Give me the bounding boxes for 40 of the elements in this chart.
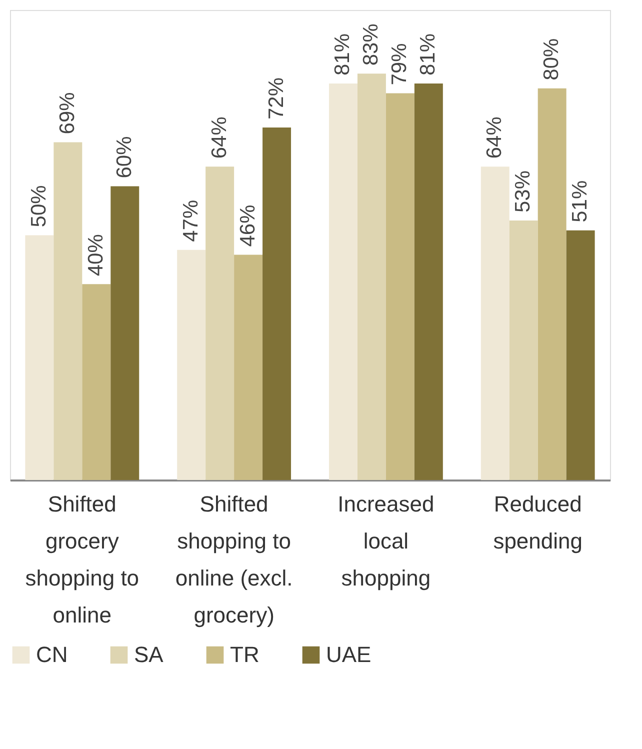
x-tick-label: Shifted grocery shopping to online	[25, 492, 140, 628]
data-label: 64%	[483, 116, 506, 159]
bar	[82, 284, 111, 480]
data-label: 81%	[416, 33, 440, 76]
bar	[25, 235, 54, 480]
x-tick-label: Increased local shopping	[338, 492, 434, 590]
bar	[414, 83, 443, 480]
bar	[480, 166, 510, 480]
legend-label: SA	[134, 642, 164, 667]
data-label: 80%	[540, 38, 564, 80]
data-label: 64%	[208, 116, 231, 159]
data-label: 50%	[27, 185, 50, 228]
bar	[54, 142, 82, 480]
bar	[538, 88, 566, 480]
data-label: 79%	[388, 43, 412, 86]
data-label: 53%	[512, 170, 535, 213]
bar	[110, 186, 140, 480]
data-label: 47%	[179, 200, 202, 242]
data-label: 81%	[331, 33, 354, 76]
bar	[566, 230, 595, 480]
bar	[234, 254, 263, 480]
data-label: 40%	[84, 234, 108, 276]
data-label: 69%	[56, 92, 79, 134]
bar	[509, 220, 538, 480]
data-label: 60%	[112, 136, 136, 178]
bar	[262, 128, 292, 480]
legend-label: CN	[36, 642, 68, 667]
data-label: 72%	[264, 77, 288, 120]
legend-label: TR	[230, 642, 260, 667]
data-label: 83%	[360, 24, 383, 66]
bar	[328, 83, 358, 480]
bar	[386, 93, 414, 480]
bar	[206, 166, 234, 480]
data-label: 51%	[568, 180, 592, 222]
bar	[357, 74, 386, 480]
x-tick-label: Reduced spending	[493, 492, 583, 554]
bar	[177, 250, 206, 480]
legend-label: UAE	[326, 642, 372, 667]
data-label: 46%	[236, 204, 260, 247]
x-tick-label: Shifted shopping to online (excl. grocery)	[175, 492, 293, 628]
